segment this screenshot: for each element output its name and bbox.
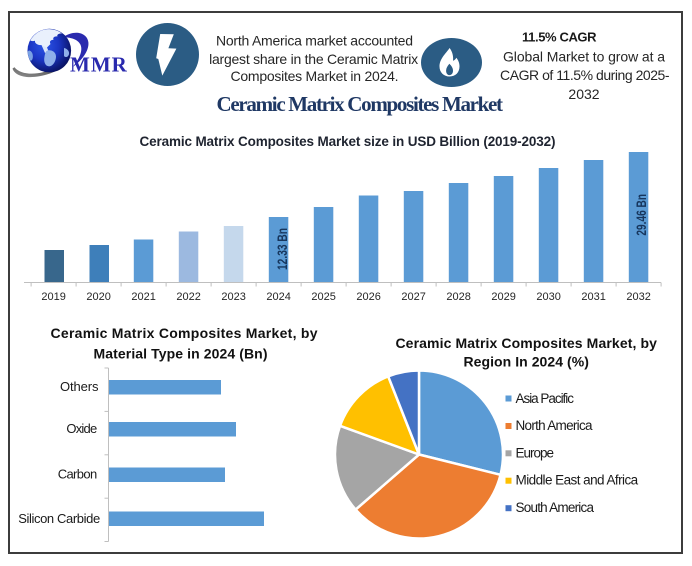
svg-text:12.33 Bn: 12.33 Bn bbox=[275, 228, 290, 270]
svg-text:2031: 2031 bbox=[581, 291, 605, 303]
svg-text:Composites Market in 2024.: Composites Market in 2024. bbox=[231, 68, 399, 84]
svg-text:2032: 2032 bbox=[568, 86, 599, 102]
svg-text:2023: 2023 bbox=[221, 291, 245, 303]
svg-text:Ceramic Matrix Composites Mark: Ceramic Matrix Composites Market, by bbox=[395, 335, 657, 351]
svg-text:Ceramic Matrix Composites Mark: Ceramic Matrix Composites Market size in… bbox=[140, 134, 556, 149]
svg-text:11.5% CAGR: 11.5% CAGR bbox=[522, 29, 597, 44]
svg-text:2030: 2030 bbox=[536, 291, 560, 303]
svg-text:North America: North America bbox=[516, 418, 593, 433]
svg-text:North America market accounted: North America market accounted bbox=[216, 32, 413, 48]
svg-text:Silicon Carbide: Silicon Carbide bbox=[18, 511, 100, 526]
svg-text:2019: 2019 bbox=[41, 291, 65, 303]
svg-text:MMR: MMR bbox=[70, 53, 128, 77]
svg-text:Others: Others bbox=[60, 379, 99, 394]
svg-text:largest share in the Ceramic M: largest share in the Ceramic Matrix bbox=[209, 51, 418, 67]
svg-text:2027: 2027 bbox=[401, 291, 425, 303]
svg-text:2020: 2020 bbox=[86, 291, 110, 303]
svg-text:2025: 2025 bbox=[311, 291, 335, 303]
svg-text:2028: 2028 bbox=[446, 291, 470, 303]
svg-text:2022: 2022 bbox=[176, 291, 200, 303]
svg-text:Oxide: Oxide bbox=[66, 421, 97, 436]
svg-text:Europe: Europe bbox=[516, 445, 555, 460]
svg-text:Ceramic Matrix Composites Mark: Ceramic Matrix Composites Market bbox=[217, 92, 504, 116]
svg-text:2024: 2024 bbox=[266, 291, 290, 303]
svg-text:Ceramic Matrix Composites Mark: Ceramic Matrix Composites Market, by bbox=[51, 325, 318, 341]
svg-text:Carbon: Carbon bbox=[58, 466, 98, 481]
svg-text:2026: 2026 bbox=[356, 291, 380, 303]
svg-text:Asia Pacific: Asia Pacific bbox=[516, 391, 575, 406]
svg-text:South America: South America bbox=[516, 500, 595, 515]
svg-text:Global Market to grow at a: Global Market to grow at a bbox=[503, 48, 665, 64]
svg-text:2032: 2032 bbox=[626, 291, 650, 303]
svg-text:2029: 2029 bbox=[491, 291, 515, 303]
svg-text:Region In 2024 (%): Region In 2024 (%) bbox=[463, 353, 589, 369]
svg-text:29.46 Bn: 29.46 Bn bbox=[634, 194, 649, 236]
svg-text:2021: 2021 bbox=[131, 291, 155, 303]
svg-text:CAGR of 11.5% during 2025-: CAGR of 11.5% during 2025- bbox=[500, 67, 670, 83]
svg-text:Middle East and Africa: Middle East and Africa bbox=[516, 473, 639, 488]
svg-text:Material Type in 2024 (Bn): Material Type in 2024 (Bn) bbox=[94, 345, 268, 361]
